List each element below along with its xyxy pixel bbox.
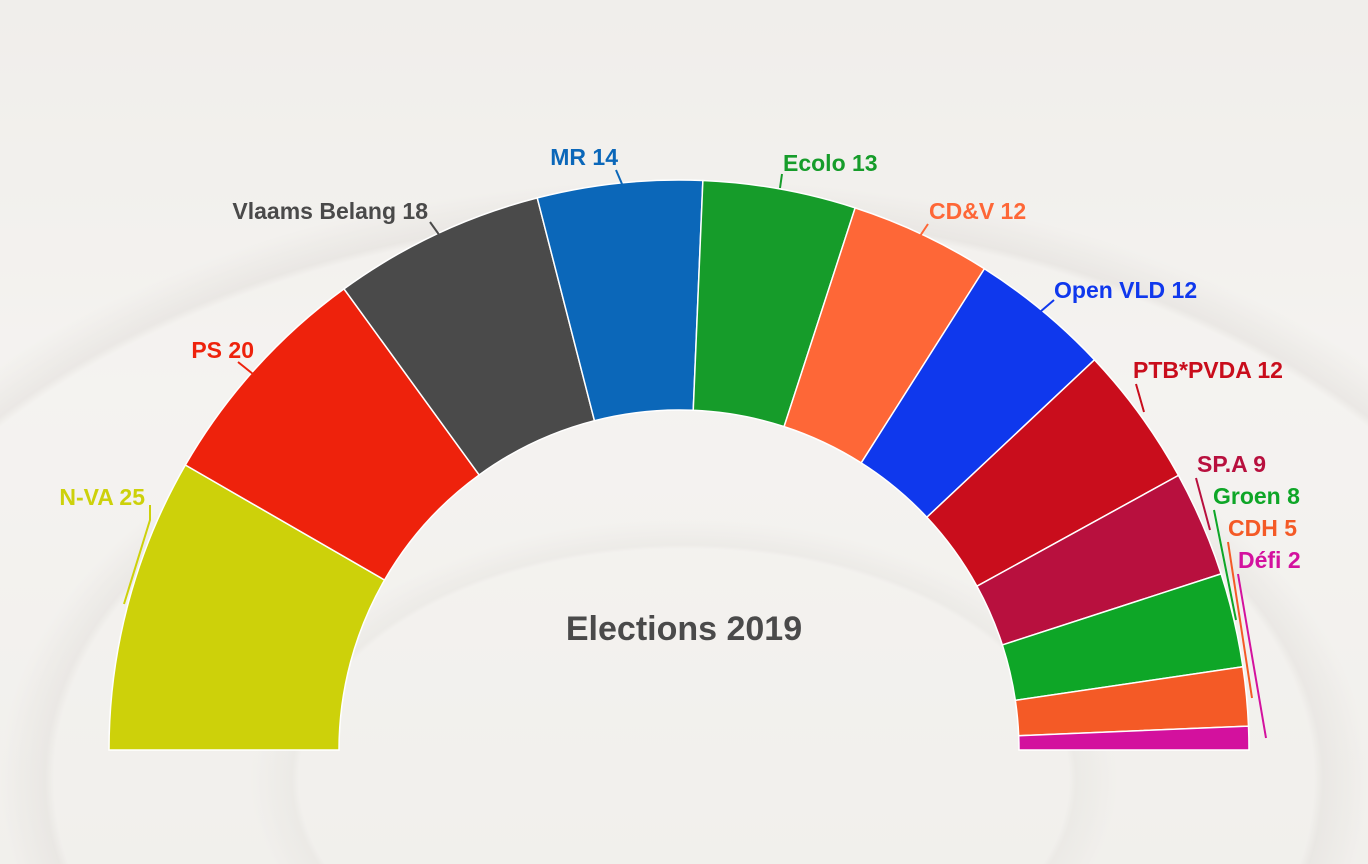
leader-line-n-va bbox=[123, 505, 151, 605]
party-label-open-vld: Open VLD 12 bbox=[1054, 277, 1197, 303]
party-label-groen: Groen 8 bbox=[1213, 483, 1300, 509]
leader-line-ptb-pvda bbox=[1135, 383, 1145, 413]
seat-segment-d-fi bbox=[1017, 725, 1250, 751]
chart-title: Elections 2019 bbox=[565, 610, 803, 648]
leader-line-open-vld bbox=[1039, 299, 1055, 313]
party-label-n-va: N-VA 25 bbox=[59, 484, 145, 510]
party-label-sp-a: SP.A 9 bbox=[1197, 451, 1266, 477]
party-label-mr: MR 14 bbox=[550, 144, 618, 170]
leader-line-vlaams-belang bbox=[429, 221, 441, 237]
party-label-cd-v: CD&V 12 bbox=[929, 198, 1026, 224]
party-label-vlaams-belang: Vlaams Belang 18 bbox=[232, 198, 428, 224]
leader-line-cdh bbox=[1227, 541, 1253, 699]
leader-line-ps bbox=[237, 361, 259, 379]
party-label-d-fi: Défi 2 bbox=[1238, 547, 1301, 573]
leader-line-sp-a bbox=[1195, 477, 1211, 531]
leader-line-mr bbox=[615, 169, 623, 185]
party-label-cdh: CDH 5 bbox=[1228, 515, 1297, 541]
party-label-ps: PS 20 bbox=[191, 337, 254, 363]
leader-line-d-fi bbox=[1237, 573, 1267, 739]
leader-line-cd-v bbox=[919, 223, 929, 237]
leader-line-groen bbox=[1213, 509, 1237, 621]
leader-line-ecolo bbox=[779, 173, 783, 189]
party-label-ecolo: Ecolo 13 bbox=[783, 150, 878, 176]
party-label-ptb-pvda: PTB*PVDA 12 bbox=[1133, 357, 1283, 383]
